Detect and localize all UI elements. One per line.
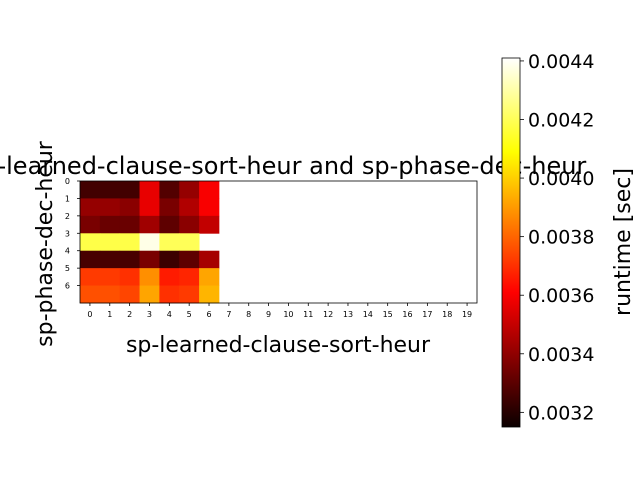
heatmap-cell xyxy=(80,198,101,217)
x-tick-label: 0 xyxy=(87,310,92,319)
heatmap-cell xyxy=(159,285,180,304)
heatmap-cell xyxy=(99,285,121,304)
y-tick-label: 4 xyxy=(65,247,70,256)
x-tick-label: 17 xyxy=(422,310,432,319)
heatmap-cell xyxy=(159,198,180,217)
x-tick-label: 4 xyxy=(167,310,172,319)
x-tick-label: 5 xyxy=(187,310,192,319)
heatmap-cell xyxy=(80,250,101,269)
heatmap-cell xyxy=(159,215,180,234)
heatmap-cell xyxy=(139,250,160,269)
heatmap-cell xyxy=(199,268,220,286)
y-axis-ticks: 0 1 2 3 4 5 6 xyxy=(65,177,80,291)
x-tick-label: 2 xyxy=(127,310,132,319)
colorbar-tick-label: 0.0042 xyxy=(528,110,594,132)
heatmap-cell xyxy=(139,285,160,304)
colorbar-tick-label: 0.0044 xyxy=(528,51,594,73)
y-tick-label: 3 xyxy=(65,229,70,238)
x-tick-label: 14 xyxy=(363,310,373,319)
heatmap-cell xyxy=(139,233,160,252)
heatmap-cell xyxy=(80,233,101,252)
y-tick-label: 0 xyxy=(65,177,70,186)
heatmap-cell xyxy=(80,268,101,286)
x-tick-label: 12 xyxy=(323,310,333,319)
x-tick-label: 18 xyxy=(442,310,452,319)
heatmap-cell xyxy=(199,215,220,234)
heatmap-cell xyxy=(179,181,200,199)
x-axis-label: sp-learned-clause-sort-heur xyxy=(126,333,431,358)
x-tick-label: 11 xyxy=(303,310,313,319)
heatmap-cell xyxy=(119,268,140,286)
heatmap-cell xyxy=(179,215,200,234)
heatmap-cell xyxy=(99,181,121,199)
x-tick-label: 16 xyxy=(402,310,412,319)
colorbar-tick-label: 0.0038 xyxy=(528,227,594,249)
heatmap-cell xyxy=(199,285,220,304)
colorbar-label: runtime [sec] xyxy=(611,168,636,316)
colorbar-tick-label: 0.0040 xyxy=(528,168,594,190)
chart-title: sp-learned-clause-sort-heur and sp-phase… xyxy=(0,152,586,180)
heatmap-cells xyxy=(80,181,220,304)
x-tick-label: 9 xyxy=(266,310,271,319)
heatmap-cell xyxy=(139,181,160,199)
heatmap-cell xyxy=(199,181,220,199)
heatmap-cell xyxy=(99,268,121,286)
colorbar-tick-label: 0.0032 xyxy=(528,402,594,424)
heatmap-cell xyxy=(80,285,101,304)
plot-frame xyxy=(79,180,478,304)
heatmap-cell xyxy=(119,233,140,252)
heatmap-cell xyxy=(99,250,121,269)
x-tick-label: 13 xyxy=(343,310,353,319)
y-tick-label: 5 xyxy=(65,264,70,273)
heatmap-cell xyxy=(119,198,140,217)
x-tick-label: 8 xyxy=(246,310,251,319)
heatmap-cell xyxy=(179,268,200,286)
x-tick-label: 1 xyxy=(107,310,112,319)
heatmap-cell xyxy=(139,198,160,217)
x-tick-label: 6 xyxy=(206,310,211,319)
colorbar-tick-label: 0.0036 xyxy=(528,285,594,307)
y-axis-label: sp-phase-dec-heur xyxy=(33,140,58,347)
colorbar-tick-label: 0.0034 xyxy=(528,344,594,366)
heatmap-cell xyxy=(119,181,140,199)
heatmap-cell xyxy=(179,285,200,304)
y-tick-label: 1 xyxy=(65,194,70,203)
colorbar xyxy=(501,57,521,428)
x-tick-label: 15 xyxy=(383,310,393,319)
heatmap-cell xyxy=(199,250,220,269)
heatmap-cell xyxy=(119,285,140,304)
heatmap-cell xyxy=(159,268,180,286)
heatmap-cell xyxy=(119,215,140,234)
x-tick-label: 19 xyxy=(462,310,472,319)
heatmap-cell xyxy=(139,215,160,234)
x-tick-label: 7 xyxy=(226,310,231,319)
heatmap-cell xyxy=(159,233,180,252)
heatmap-cell xyxy=(179,233,200,252)
heatmap-cell xyxy=(80,181,101,199)
heatmap-cell xyxy=(99,198,121,217)
x-tick-label: 3 xyxy=(147,310,152,319)
y-tick-label: 2 xyxy=(65,212,70,221)
heatmap-cell xyxy=(99,215,121,234)
x-axis-ticks: 0 1 2 3 4 5 6 7 8 9 10 11 12 13 14 15 16 17 18 19 xyxy=(87,303,472,319)
y-tick-label: 6 xyxy=(65,282,70,291)
heatmap-cell xyxy=(80,215,101,234)
heatmap-cell xyxy=(139,268,160,286)
heatmap-cell xyxy=(99,233,121,252)
x-tick-label: 10 xyxy=(283,310,293,319)
heatmap-cell xyxy=(179,198,200,217)
heatmap-cell xyxy=(119,250,140,269)
heatmap-cell xyxy=(199,198,220,217)
colorbar-ticks: 0.0032 0.0034 0.0036 0.0038 0.0040 0.0042 0.00… xyxy=(520,51,594,424)
heatmap-cell xyxy=(159,181,180,199)
heatmap-cell xyxy=(159,250,180,269)
heatmap-cell xyxy=(179,250,200,269)
